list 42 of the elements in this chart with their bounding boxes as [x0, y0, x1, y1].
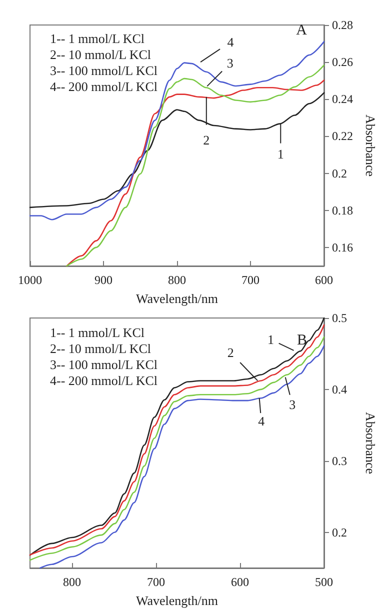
y-tick-label: 0.2 — [332, 525, 347, 540]
x-axis-title: Wavelength/nm — [136, 291, 218, 306]
y-tick-label: 0.26 — [332, 55, 353, 70]
annotation: 2-- 10 mmol/L KCl — [50, 341, 152, 356]
annotation: 4-- 200 mmol/L KCl — [50, 373, 158, 388]
x-tick-label: 600 — [231, 575, 249, 589]
annotation: 4-- 200 mmol/L KCl — [50, 79, 158, 94]
y-axis-title: Absorbance — [363, 114, 378, 177]
x-tick-label: 800 — [63, 575, 81, 589]
y-tick-label: 0.5 — [332, 311, 347, 325]
y-tick-label: 0.28 — [332, 18, 353, 32]
x-tick-label: 700 — [242, 273, 260, 287]
annotation: 1-- 1 mmol/L KCl — [50, 325, 145, 340]
annotation: 1 — [268, 332, 274, 347]
x-axis-title: Wavelength/nm — [136, 593, 218, 608]
annotation: 3 — [289, 396, 296, 412]
annotation: 4 — [258, 414, 266, 429]
y-tick-label: 0.24 — [332, 92, 353, 106]
annotation: 4 — [227, 34, 234, 50]
x-tick-label: 900 — [94, 273, 112, 287]
y-axis-title: Absorbance — [363, 412, 378, 474]
x-tick-label: 700 — [147, 575, 165, 589]
annotation: 2-- 10 mmol/L KCl — [50, 47, 152, 62]
text: B — [296, 332, 308, 348]
x-tick-label: 500 — [315, 575, 333, 589]
annotation: 3-- 100 mmol/L KCl — [50, 357, 158, 372]
y-tick-label: 0.22 — [332, 129, 353, 144]
y-tick-label: 0.16 — [332, 240, 353, 254]
annotation: 3 — [226, 56, 234, 71]
y-tick-label: 0.2 — [332, 166, 347, 180]
x-tick-label: 1000 — [18, 273, 42, 287]
y-tick-label: 0.18 — [332, 203, 353, 218]
x-tick-label: 800 — [168, 273, 186, 287]
annotation: 2 — [203, 132, 210, 148]
y-tick-label: 0.4 — [332, 382, 347, 396]
y-tick-label: 0.3 — [332, 454, 347, 468]
chart-title: A — [296, 22, 308, 38]
x-tick-label: 600 — [315, 273, 333, 287]
annotation: 2 — [227, 345, 234, 360]
annotation: 1-- 1 mmol/L KCl — [50, 31, 145, 46]
annotation: 3-- 100 mmol/L KCl — [50, 63, 158, 78]
annotation: 1 — [277, 146, 284, 162]
